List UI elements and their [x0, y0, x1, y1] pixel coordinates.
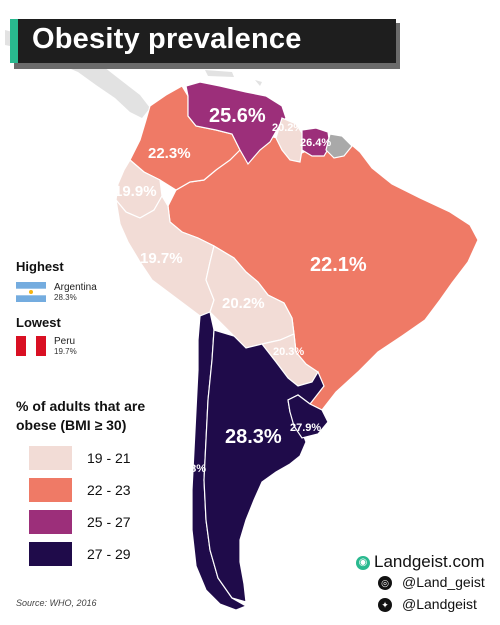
label-uruguay: 27.9%: [290, 422, 322, 434]
title-banner: Obesity prevalence: [10, 19, 396, 63]
label-colombia: 22.3%: [148, 145, 191, 162]
legend-title: % of adults that are obese (BMI ≥ 30): [16, 398, 146, 433]
legend-range-1: 19 - 21: [87, 450, 131, 466]
region-guyana: [275, 117, 305, 163]
lowest-heading: Lowest: [16, 315, 61, 330]
highest-value: 28.3%: [54, 293, 77, 302]
instagram-icon: ◎: [378, 576, 392, 590]
credit-instagram: @Land_geist: [402, 574, 485, 590]
label-guyana: 20.2%: [272, 122, 304, 134]
label-chile: 28%: [184, 463, 207, 475]
highest-country: Argentina: [54, 282, 97, 293]
region-venezuela: [185, 81, 287, 166]
legend-range-2: 22 - 23: [87, 482, 131, 498]
label-ecuador: 19.9%: [114, 183, 157, 200]
label-peru: 19.7%: [140, 250, 183, 267]
argentina-flag-icon: [16, 282, 46, 302]
region-uruguay: [287, 394, 329, 439]
lowest-value: 19.7%: [54, 347, 77, 356]
region-argentina: [203, 329, 325, 603]
legend-range-4: 27 - 29: [87, 546, 131, 562]
globe-icon: ◉: [356, 556, 370, 570]
source-note: Source: WHO, 2016: [16, 598, 97, 608]
region-french-guiana: [325, 133, 353, 159]
label-brazil: 22.1%: [310, 254, 367, 276]
credit-twitter: @Landgeist: [402, 596, 477, 612]
page-title: Obesity prevalence: [32, 23, 302, 55]
legend-swatch-2: [29, 478, 72, 502]
legend-swatch-1: [29, 446, 72, 470]
label-venezuela: 25.6%: [209, 105, 266, 127]
label-paraguay: 20.3%: [273, 346, 305, 358]
twitter-icon: ✦: [378, 598, 392, 612]
label-bolivia: 20.2%: [222, 295, 265, 312]
legend-range-3: 25 - 27: [87, 514, 131, 530]
legend-swatch-3: [29, 510, 72, 534]
label-suriname: 26.4%: [300, 137, 332, 149]
highest-heading: Highest: [16, 259, 64, 274]
lowest-country: Peru: [54, 336, 76, 347]
credit-site: Landgeist.com: [374, 552, 485, 571]
peru-flag-icon: [16, 336, 46, 356]
label-argentina: 28.3%: [225, 426, 282, 448]
legend-swatch-4: [29, 542, 72, 566]
